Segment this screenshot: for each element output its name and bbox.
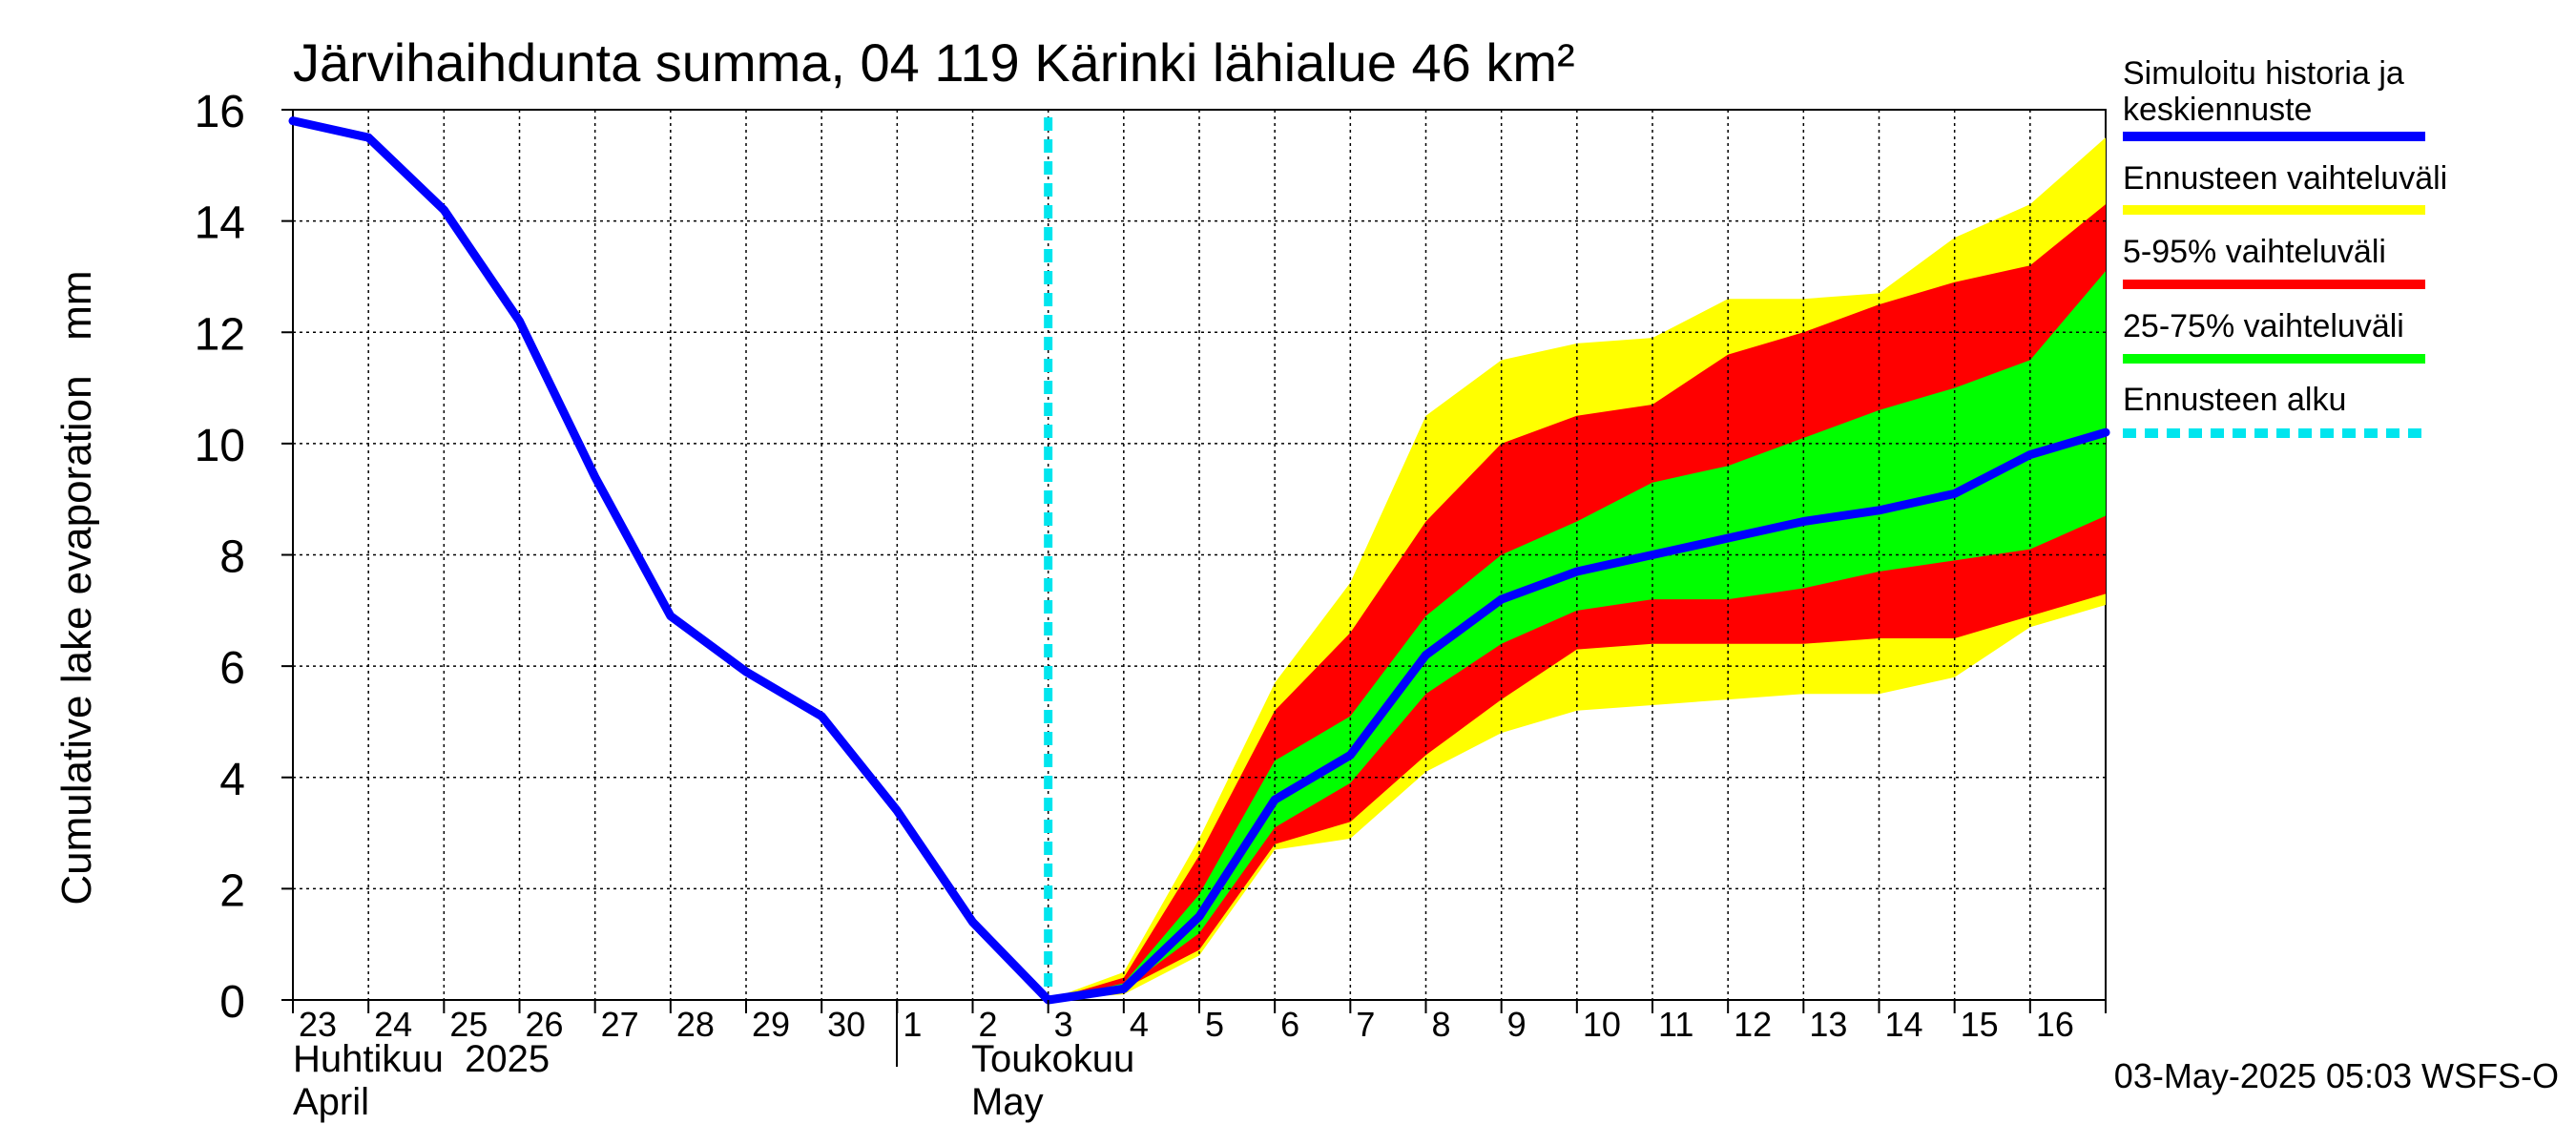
y-tick-label: 14 — [195, 198, 245, 249]
x-tick-label: 16 — [2036, 1005, 2074, 1044]
y-axis-ticks: 0 2 4 6 8 10 12 14 16 — [195, 87, 293, 1028]
grid-lines — [293, 110, 2106, 1000]
x-tick-label: 28 — [676, 1005, 715, 1044]
median-series-line — [288, 116, 2110, 1005]
x-tick-label: 24 — [374, 1005, 412, 1044]
x-tick-label: 5 — [1205, 1005, 1224, 1044]
plot-area — [288, 109, 2110, 1005]
x-tick-label: 25 — [449, 1005, 488, 1044]
x-tick-label: 11 — [1658, 1005, 1693, 1044]
x-tick-label: 13 — [1809, 1005, 1847, 1044]
x-tick-label: 26 — [526, 1005, 564, 1044]
series-lines — [288, 116, 2110, 1005]
month-label-april-fi: Huhtikuu 2025 — [293, 1038, 550, 1080]
legend-entry-25-75: 25-75% vaihteluväli — [2123, 308, 2425, 364]
x-tick-label: 4 — [1130, 1005, 1149, 1044]
x-tick-label: 30 — [827, 1005, 865, 1044]
legend-label: keskiennuste — [2123, 92, 2312, 128]
range-25-75-band — [1048, 271, 2106, 1000]
legend-label: Ennusteen alku — [2123, 382, 2346, 418]
x-tick-label: 14 — [1885, 1005, 1923, 1044]
x-tick-label: 6 — [1280, 1005, 1299, 1044]
x-tick-label: 8 — [1432, 1005, 1451, 1044]
legend-entry-forecast-start: Ennusteen alku — [2123, 382, 2425, 438]
y-tick-label: 0 — [219, 977, 245, 1028]
x-tick-label: 15 — [1961, 1005, 1999, 1044]
x-tick-label: 1 — [903, 1005, 922, 1044]
footer-timestamp: 03-May-2025 05:03 WSFS-O — [2114, 1056, 2559, 1095]
x-tick-label: 27 — [601, 1005, 639, 1044]
y-tick-label: 16 — [195, 87, 245, 137]
legend-label: 25-75% vaihteluväli — [2123, 308, 2404, 344]
x-tick-label: 10 — [1583, 1005, 1621, 1044]
y-tick-label: 4 — [219, 755, 245, 805]
legend-label: 5-95% vaihteluväli — [2123, 234, 2386, 270]
y-tick-label: 8 — [219, 532, 245, 583]
month-label-may-en: May — [971, 1081, 1044, 1123]
x-tick-label: 2 — [979, 1005, 998, 1044]
y-tick-label: 12 — [195, 309, 245, 360]
y-tick-label: 10 — [195, 421, 245, 471]
y-tick-label: 6 — [219, 643, 245, 694]
y-axis-label: Cumulative lake evaporation mm — [53, 270, 100, 905]
chart-title: Järvihaihdunta summa, 04 119 Kärinki läh… — [293, 32, 1575, 93]
x-axis-ticks: 23 24 25 26 27 28 29 30 1 2 3 4 5 6 7 8 9 10 11 12 13 14 15 16 — [292, 1000, 2107, 1044]
month-label-may-fi: Toukokuu — [971, 1038, 1134, 1080]
legend-entry-5-95: 5-95% vaihteluväli — [2123, 234, 2425, 289]
month-label-april-en: April — [293, 1081, 369, 1123]
x-tick-label: 23 — [299, 1005, 337, 1044]
legend-label: Simuloitu historia ja — [2123, 55, 2404, 92]
x-tick-label: 9 — [1507, 1005, 1527, 1044]
x-tick-label: 7 — [1356, 1005, 1375, 1044]
legend-label: Ennusteen vaihteluväli — [2123, 160, 2447, 197]
x-tick-label: 12 — [1734, 1005, 1772, 1044]
x-tick-label: 29 — [752, 1005, 790, 1044]
x-tick-label: 3 — [1054, 1005, 1073, 1044]
legend-entry-forecast-range: Ennusteen vaihteluväli — [2123, 160, 2447, 215]
y-tick-label: 2 — [219, 865, 245, 916]
